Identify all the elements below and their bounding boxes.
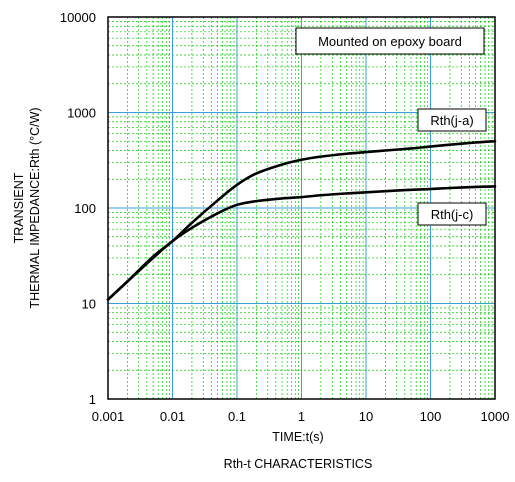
x-tick-label: 100 xyxy=(420,409,442,424)
series-line-rth-jc xyxy=(106,185,497,301)
x-tick-label: 0.1 xyxy=(228,409,246,424)
series-label-rth-ja: Rth(j-a) xyxy=(430,113,473,128)
y-tick-label: 1 xyxy=(89,392,96,407)
series-layer xyxy=(106,139,497,301)
y-axis-label-line-1: TRANSIENT xyxy=(12,172,26,243)
x-tick-label: 10 xyxy=(359,409,373,424)
y-tick-label: 10 xyxy=(82,297,96,312)
x-tick-label: 0.001 xyxy=(92,409,125,424)
y-tick-label: 10000 xyxy=(60,10,96,25)
x-axis-label: TIME:t(s) xyxy=(272,430,323,444)
x-tick-label: 0.01 xyxy=(160,409,185,424)
annotation-box xyxy=(295,27,485,55)
x-tick-label: 1000 xyxy=(481,409,510,424)
y-tick-labels: 1 10 100 1000 10000 xyxy=(60,10,96,407)
x-tick-labels: 0.001 0.01 0.1 1 10 100 1000 xyxy=(92,409,510,424)
y-tick-label: 100 xyxy=(74,201,96,216)
x-tick-label: 1 xyxy=(298,409,305,424)
series-label-rth-jc: Rth(j-c) xyxy=(431,207,474,222)
major-grid xyxy=(108,17,495,399)
annotation-text: Mounted on epoxy board xyxy=(318,34,462,49)
series-label-box-rth-ja xyxy=(417,108,487,132)
y-tick-label: 1000 xyxy=(67,106,96,121)
plot-frame xyxy=(107,16,496,400)
chart-caption: Rth-t CHARACTERISTICS xyxy=(224,457,373,471)
series-label-box-rth-jc xyxy=(417,202,487,226)
y-axis-label-line-2: THERMAL IMPEDANCE:Rth (°C/W) xyxy=(28,107,42,308)
